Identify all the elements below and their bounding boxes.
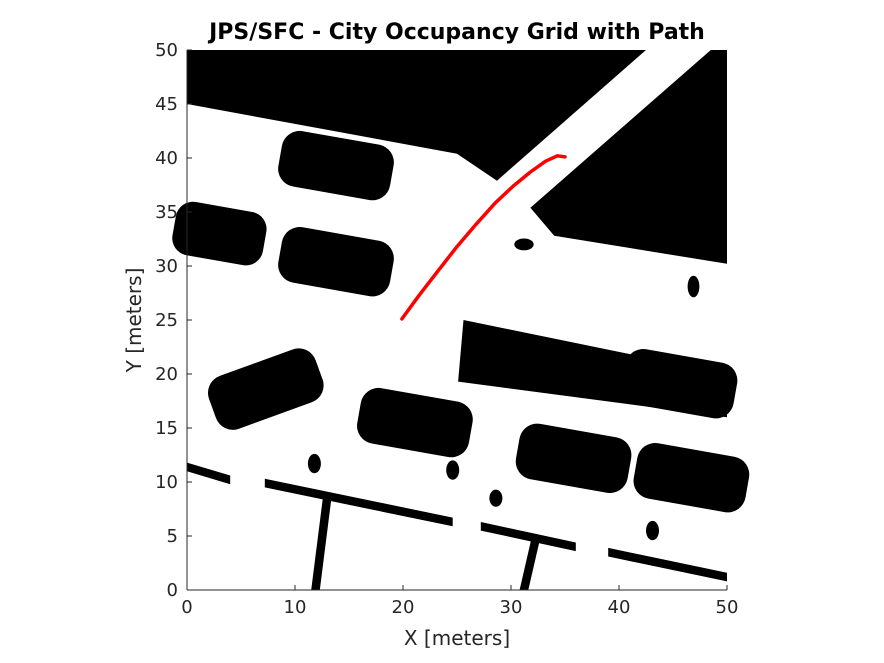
x-tick-label: 10 [284, 597, 307, 618]
car-4 [207, 348, 324, 430]
y-tick-label: 30 [155, 256, 178, 277]
bush-3 [489, 489, 503, 507]
x-tick-label: 50 [716, 597, 739, 618]
planned-path-line [400, 154, 567, 321]
car-3 [278, 227, 394, 297]
x-tick-label: 0 [181, 597, 192, 618]
car-7 [633, 443, 750, 513]
barrier-post-1 [311, 496, 332, 590]
bush-6 [687, 275, 700, 298]
y-tick-label: 0 [167, 580, 178, 601]
car-6 [515, 423, 632, 493]
x-axis-label: X [meters] [404, 626, 510, 650]
car-8 [621, 349, 738, 419]
bush-4 [646, 520, 659, 541]
y-axis-label: Y [meters] [122, 268, 146, 374]
y-tick-label: 20 [155, 364, 178, 385]
y-axis-ticks: 0 5 10 15 20 25 30 35 40 45 50 [155, 40, 192, 601]
plot-area [172, 50, 750, 590]
chart-title: JPS/SFC - City Occupancy Grid with Path [207, 20, 705, 45]
y-tick-label: 5 [167, 526, 178, 547]
y-tick-label: 40 [155, 148, 178, 169]
building-top-left [187, 50, 646, 181]
y-tick-label: 35 [155, 202, 178, 223]
barrier-3 [480, 522, 576, 552]
y-tick-label: 15 [155, 418, 178, 439]
x-axis-ticks: 0 10 20 30 40 50 [181, 585, 738, 618]
car-2 [172, 201, 267, 266]
x-tick-label: 30 [500, 597, 523, 618]
x-tick-label: 40 [608, 597, 631, 618]
y-tick-label: 45 [155, 94, 178, 115]
bush-5 [514, 238, 534, 251]
obstacles-layer [172, 50, 750, 590]
building-top-right [530, 50, 727, 264]
bush-2 [446, 460, 460, 480]
bush-7 [188, 202, 197, 211]
bush-1 [307, 453, 321, 474]
y-tick-label: 10 [155, 472, 178, 493]
car-1 [278, 130, 394, 201]
barrier-1 [187, 462, 231, 485]
barrier-2 [264, 478, 453, 527]
car-5 [357, 387, 473, 458]
y-tick-label: 25 [155, 310, 178, 331]
x-tick-label: 20 [392, 597, 415, 618]
barrier-post-2 [519, 538, 541, 590]
y-tick-label: 50 [155, 40, 178, 61]
barrier-4 [608, 547, 727, 582]
